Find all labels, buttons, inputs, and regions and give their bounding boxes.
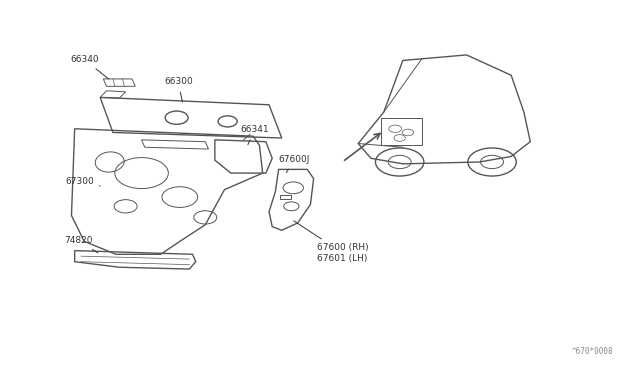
Text: 66340: 66340 (70, 55, 109, 79)
Text: 67600 (RH)
67601 (LH): 67600 (RH) 67601 (LH) (294, 221, 369, 263)
Text: 66300: 66300 (164, 77, 193, 102)
Text: 66341: 66341 (241, 125, 269, 145)
Text: 67300: 67300 (65, 177, 100, 186)
Text: 67600J: 67600J (278, 155, 310, 173)
Text: 74820: 74820 (64, 236, 98, 253)
Text: ^670*0008: ^670*0008 (572, 347, 613, 356)
